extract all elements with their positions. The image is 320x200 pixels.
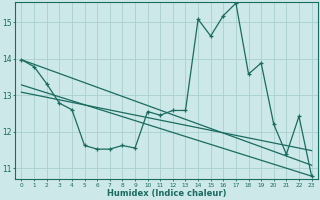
X-axis label: Humidex (Indice chaleur): Humidex (Indice chaleur) <box>107 189 226 198</box>
